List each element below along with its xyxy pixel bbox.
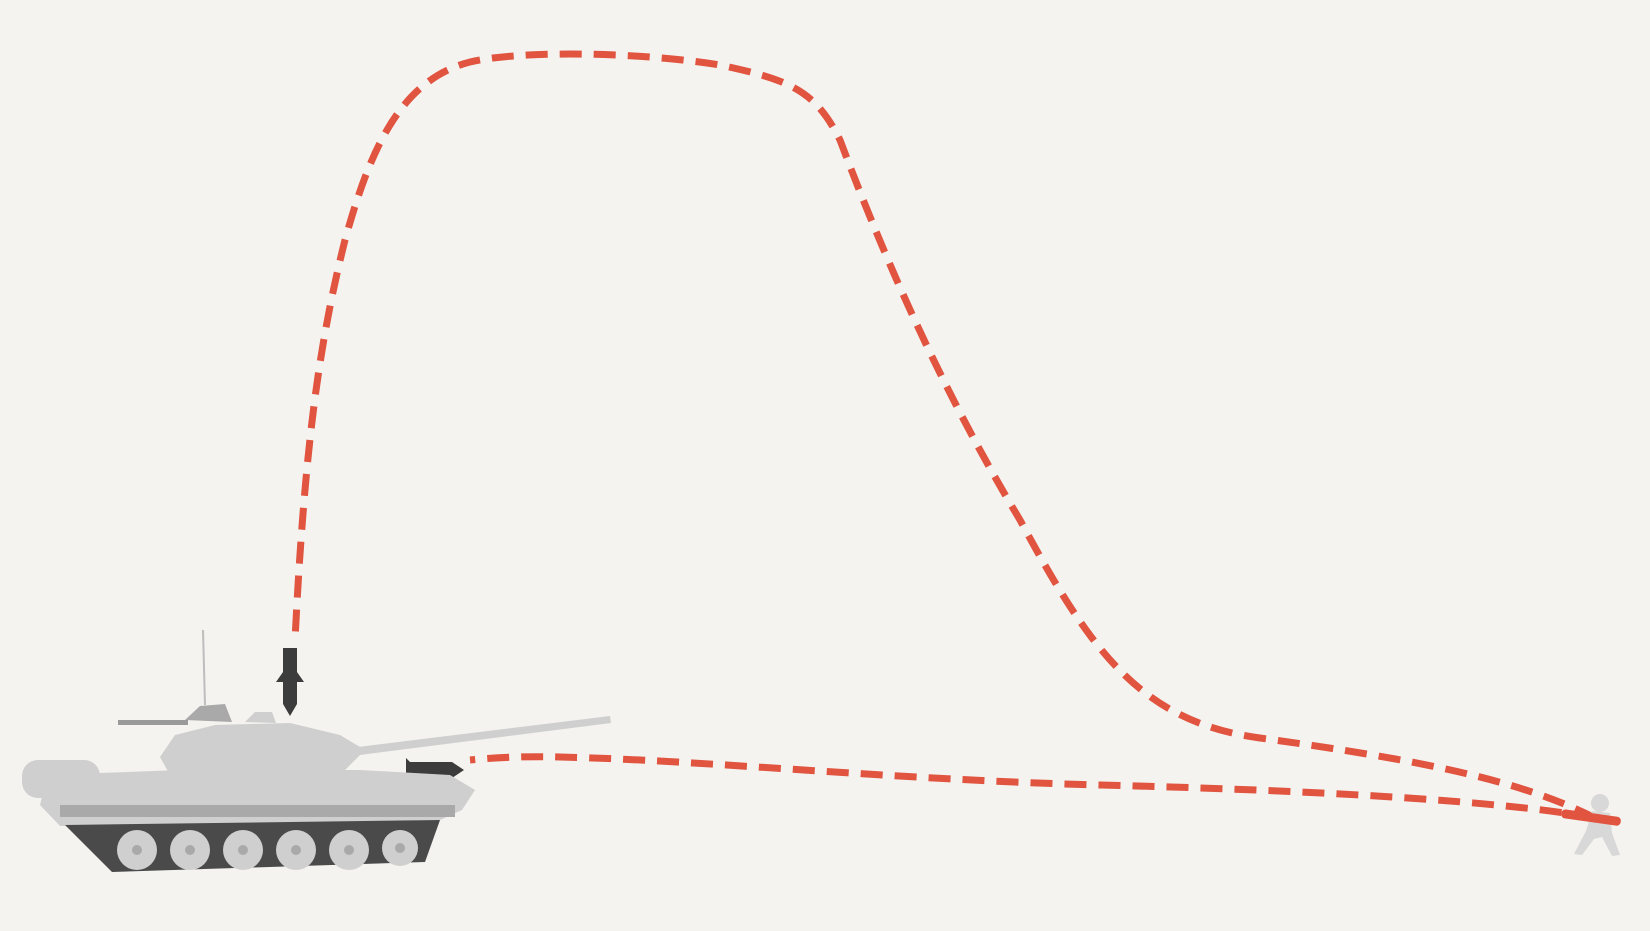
tank-cupola: [185, 704, 232, 722]
tank-side-skirt: [60, 805, 455, 817]
launcher-tube: [1561, 809, 1621, 826]
road-wheel-hub: [185, 845, 195, 855]
soldier-head: [1591, 794, 1609, 812]
tank-hatch: [245, 712, 276, 723]
road-wheel-hub: [395, 843, 405, 853]
tank-fuel-drum: [22, 760, 100, 798]
crouching-soldier-with-launcher: [1561, 794, 1621, 856]
top-attack-missile-icon: [276, 648, 304, 716]
top-attack-trajectory: [291, 50, 1597, 822]
tank-machine-gun: [118, 720, 188, 725]
road-wheel-hub: [344, 845, 354, 855]
main-battle-tank: [22, 629, 611, 872]
road-wheel-hub: [132, 845, 142, 855]
tank-hull: [40, 770, 475, 826]
top-attack-missile-body: [276, 648, 304, 716]
tank-antenna: [202, 629, 206, 706]
tank-main-gun: [350, 716, 611, 756]
road-wheel-hub: [291, 845, 301, 855]
direct-attack-trajectory: [469, 753, 1596, 822]
tank-road-wheels: [117, 830, 418, 870]
tank-turret: [160, 723, 365, 778]
road-wheel-hub: [238, 845, 248, 855]
